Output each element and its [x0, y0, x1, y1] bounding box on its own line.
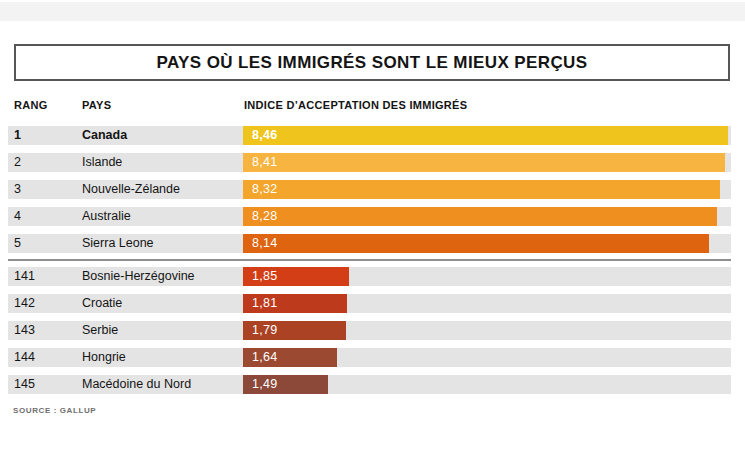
- rank-cell: 143: [14, 321, 35, 340]
- header-country: PAYS: [82, 99, 111, 111]
- source-note: SOURCE : GALLUP: [13, 406, 96, 415]
- country-cell: Nouvelle-Zélande: [82, 180, 180, 199]
- value-label: 8,41: [252, 153, 278, 172]
- rank-cell: 141: [14, 267, 35, 286]
- rank-cell: 145: [14, 375, 35, 394]
- value-bar: 8,28: [243, 207, 717, 226]
- value-bar: 1,85: [243, 267, 349, 286]
- table-row: 141 Bosnie-Herzégovine 1,85: [8, 267, 731, 286]
- value-bar: 1,79: [243, 321, 346, 340]
- header-value: INDICE D’ACCEPTATION DES IMMIGRÉS: [244, 99, 467, 111]
- country-cell: Serbie: [82, 321, 118, 340]
- value-label: 8,28: [252, 207, 278, 226]
- country-cell: Croatie: [82, 294, 122, 313]
- table-row: 2 Islande 8,41: [8, 153, 731, 172]
- header-rank: RANG: [14, 99, 48, 111]
- table-header: RANG PAYS INDICE D’ACCEPTATION DES IMMIG…: [0, 99, 745, 113]
- rank-cell: 2: [14, 153, 21, 172]
- table-row: 143 Serbie 1,79: [8, 321, 731, 340]
- value-bar: 8,41: [243, 153, 725, 172]
- table-row: 1 Canada 8,46: [8, 126, 731, 145]
- country-cell: Sierra Leone: [82, 234, 154, 253]
- country-cell: Bosnie-Herzégovine: [82, 267, 195, 286]
- value-label: 1,49: [252, 375, 278, 394]
- country-cell: Australie: [82, 207, 131, 226]
- table-row: 145 Macédoine du Nord 1,49: [8, 375, 731, 394]
- value-label: 1,81: [252, 294, 278, 313]
- title-box: PAYS OÙ LES IMMIGRÉS SONT LE MIEUX PERÇU…: [14, 44, 730, 81]
- table-row: 5 Sierra Leone 8,14: [8, 234, 731, 253]
- rank-cell: 3: [14, 180, 21, 199]
- value-bar: 1,81: [243, 294, 347, 313]
- table-row: 3 Nouvelle-Zélande 8,32: [8, 180, 731, 199]
- value-label: 1,79: [252, 321, 278, 340]
- country-cell: Canada: [82, 126, 127, 145]
- infographic: PAYS OÙ LES IMMIGRÉS SONT LE MIEUX PERÇU…: [0, 0, 745, 460]
- value-bar: 1,49: [243, 375, 328, 394]
- country-cell: Islande: [82, 153, 122, 172]
- rows: 1 Canada 8,46 2 Islande 8,41 3 Nouvelle-…: [8, 126, 731, 402]
- rank-cell: 1: [14, 126, 21, 145]
- table-row: 142 Croatie 1,81: [8, 294, 731, 313]
- value-bar: 1,64: [243, 348, 337, 367]
- country-cell: Hongrie: [82, 348, 126, 367]
- value-label: 1,85: [252, 267, 278, 286]
- top-band: [0, 2, 745, 21]
- rank-cell: 142: [14, 294, 35, 313]
- value-bar: 8,32: [243, 180, 720, 199]
- value-bar: 8,46: [243, 126, 728, 145]
- value-label: 8,32: [252, 180, 278, 199]
- rank-cell: 144: [14, 348, 35, 367]
- table-row: 144 Hongrie 1,64: [8, 348, 731, 367]
- group-divider: [8, 259, 731, 261]
- rank-cell: 5: [14, 234, 21, 253]
- value-label: 8,14: [252, 234, 278, 253]
- chart-title: PAYS OÙ LES IMMIGRÉS SONT LE MIEUX PERÇU…: [156, 53, 587, 73]
- value-label: 1,64: [252, 348, 278, 367]
- value-label: 8,46: [252, 126, 278, 145]
- rank-cell: 4: [14, 207, 21, 226]
- table-row: 4 Australie 8,28: [8, 207, 731, 226]
- value-bar: 8,14: [243, 234, 709, 253]
- country-cell: Macédoine du Nord: [82, 375, 191, 394]
